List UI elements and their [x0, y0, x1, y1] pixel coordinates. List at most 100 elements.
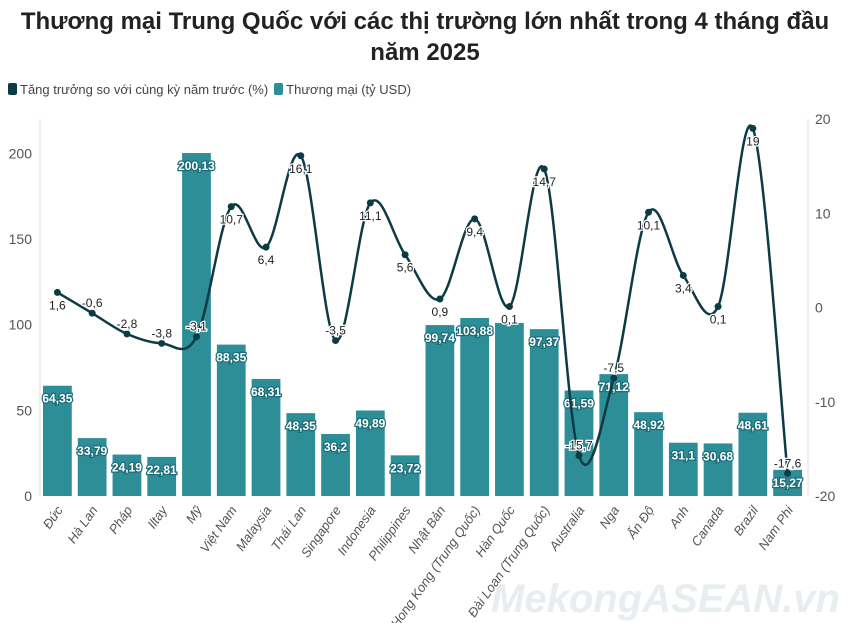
growth-point	[123, 330, 131, 338]
growth-point	[749, 124, 757, 132]
right-tick-label: 10	[815, 205, 831, 221]
x-tick-label: Malaysia	[233, 503, 275, 554]
bar-value-label: 48,92	[634, 418, 664, 432]
growth-point	[332, 336, 340, 344]
bar	[355, 410, 385, 496]
bar	[390, 455, 420, 496]
legend-label-trade: Thương mại (tỷ USD)	[286, 82, 412, 97]
legend-label-growth: Tăng trưởng so với cùng kỳ năm trước (%)	[20, 82, 269, 97]
bar	[112, 454, 142, 496]
bar-value-label: 22,81	[147, 463, 177, 477]
growth-value-label: 0,1	[501, 313, 518, 327]
growth-value-label: 3,4	[675, 281, 692, 295]
right-tick-label: 0	[815, 300, 823, 316]
growth-value-label: -7,5	[603, 361, 624, 375]
bar-value-label: 103,88	[456, 324, 493, 338]
bar	[43, 385, 72, 496]
bar	[216, 344, 246, 496]
bar	[495, 322, 524, 496]
legend: Tăng trưởng so với cùng kỳ năm trước (%)…	[8, 82, 411, 97]
growth-value-label: 10,1	[637, 218, 661, 232]
x-tick-label: Anh	[666, 503, 692, 531]
bar	[738, 412, 768, 496]
bar-value-label: 61,59	[564, 396, 594, 410]
growth-point	[575, 451, 583, 459]
x-tick-label: Pháp	[106, 503, 136, 536]
bar	[286, 413, 316, 496]
x-tick-label: Đức	[40, 503, 66, 532]
x-tick-label: Nga	[596, 503, 622, 531]
bar-value-label: 48,35	[286, 419, 316, 433]
bar-value-label: 71,12	[599, 380, 629, 394]
growth-point	[471, 215, 479, 223]
bar	[703, 443, 733, 496]
growth-value-label: -0,6	[82, 296, 103, 310]
growth-point	[784, 469, 792, 477]
bar	[251, 378, 281, 496]
growth-value-label: 1,6	[49, 298, 66, 312]
bar	[77, 438, 107, 496]
x-tick-label: Brazil	[730, 502, 762, 538]
bar-value-label: 49,89	[355, 417, 385, 431]
growth-value-label: -17,6	[774, 456, 802, 470]
watermark: MekongASEAN.vn	[491, 577, 840, 621]
growth-line	[56, 124, 789, 474]
growth-value-label: 14,7	[533, 175, 557, 189]
x-tick-label: Australia	[546, 503, 588, 554]
bar-value-label: 36,2	[324, 440, 348, 454]
bar-value-label: 99,74	[425, 331, 455, 345]
x-tick-label: Hà Lan	[64, 503, 100, 546]
growth-value-label: -3,1	[186, 320, 207, 334]
bar-value-label: 30,68	[703, 449, 733, 463]
growth-point	[610, 374, 618, 382]
growth-point	[262, 243, 270, 251]
growth-value-label: 6,4	[258, 253, 275, 267]
bar	[182, 153, 211, 496]
growth-point	[192, 333, 200, 341]
legend-item-growth[interactable]: Tăng trưởng so với cùng kỳ năm trước (%)	[8, 82, 268, 97]
growth-point	[366, 199, 374, 207]
growth-point	[436, 295, 444, 303]
legend-swatch-growth	[8, 83, 17, 95]
right-tick-label: -20	[815, 488, 835, 504]
bar-value-label: 64,35	[42, 392, 72, 406]
bar-value-label: 24,19	[112, 461, 142, 475]
growth-value-label: 9,4	[466, 225, 483, 239]
right-tick-label: 20	[815, 111, 831, 127]
left-tick-label: 150	[9, 231, 33, 247]
growth-value-label: 0,1	[710, 313, 727, 327]
bar-value-label: 23,72	[390, 461, 420, 475]
growth-point	[297, 152, 305, 160]
growth-value-label: 0,9	[432, 305, 449, 319]
x-tick-label: Ấn Độ	[623, 503, 657, 542]
growth-point	[401, 251, 409, 259]
bar	[634, 412, 663, 496]
growth-point	[505, 303, 513, 311]
bar	[425, 325, 455, 496]
chart-title: Thương mại Trung Quốc với các thị trường…	[20, 8, 830, 66]
bar	[147, 456, 177, 496]
growth-value-label: -15,7	[565, 438, 593, 452]
bar-value-label: 33,79	[77, 444, 107, 458]
bar-value-label: 200,13	[178, 159, 215, 173]
left-tick-label: 0	[24, 488, 32, 504]
legend-swatch-trade	[274, 83, 284, 95]
bar	[529, 329, 559, 496]
left-tick-label: 200	[9, 145, 33, 161]
growth-point	[227, 203, 235, 211]
growth-value-label: 19	[746, 134, 760, 148]
bar-value-label: 15,27	[773, 476, 803, 490]
growth-point	[714, 303, 722, 311]
growth-value-label: -2,8	[117, 317, 138, 331]
legend-item-trade[interactable]: Thương mại (tỷ USD)	[274, 82, 411, 97]
growth-point	[645, 208, 653, 216]
bar	[599, 374, 629, 496]
x-tick-label: Nam Phi	[755, 502, 797, 552]
bar-value-label: 48,61	[738, 419, 768, 433]
bar-value-label: 68,31	[251, 385, 281, 399]
bar	[460, 317, 490, 496]
growth-point	[679, 271, 687, 279]
bar	[668, 442, 698, 496]
right-tick-label: -10	[815, 394, 835, 410]
